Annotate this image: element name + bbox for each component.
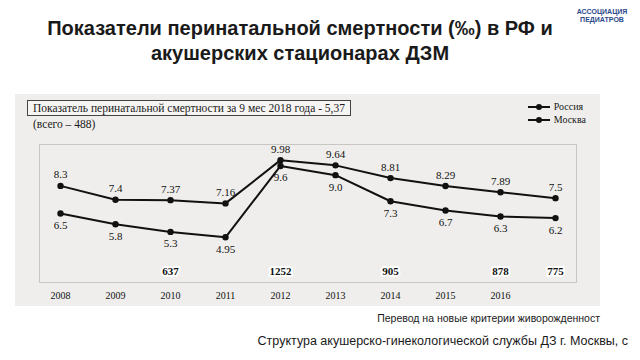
html-text:АССОЦИАЦИЯ ПЕДИАТРОВ: АССОЦИАЦИЯ ПЕДИАТРОВ — [576, 8, 628, 23]
svg-text:2015: 2015 — [436, 290, 456, 301]
svg-text:2016: 2016 — [491, 290, 511, 301]
svg-text:2009: 2009 — [106, 290, 126, 301]
svg-text:7.3: 7.3 — [384, 207, 398, 219]
svg-text:2008: 2008 — [51, 290, 71, 301]
svg-text:6.5: 6.5 — [54, 219, 68, 231]
svg-text:637: 637 — [162, 265, 179, 277]
svg-text:775: 775 — [547, 265, 564, 277]
svg-text:7.4: 7.4 — [109, 182, 123, 194]
svg-text:5.8: 5.8 — [109, 230, 123, 242]
html-text:Россия: Россия — [553, 101, 584, 112]
svg-text:878: 878 — [492, 265, 509, 277]
svg-text:2011: 2011 — [216, 290, 236, 301]
svg-text:6.3: 6.3 — [494, 222, 508, 234]
html-text:(всего – 488): (всего – 488) — [33, 118, 96, 130]
svg-text:2012: 2012 — [271, 290, 291, 301]
svg-text:5.3: 5.3 — [164, 237, 178, 249]
html-text:Москва: Москва — [553, 114, 586, 125]
svg-text:8.3: 8.3 — [54, 168, 68, 180]
svg-text:2010: 2010 — [161, 290, 181, 301]
html-text:Структура акушерско-гинекологи: Структура акушерско-гинекологической слу… — [257, 334, 628, 348]
svg-text:9.0: 9.0 — [329, 181, 343, 193]
svg-text:6.7: 6.7 — [439, 216, 453, 228]
svg-text:9.6: 9.6 — [274, 171, 288, 183]
svg-text:8.29: 8.29 — [436, 169, 456, 181]
svg-text:2013: 2013 — [326, 290, 346, 301]
svg-text:8.81: 8.81 — [381, 161, 400, 173]
svg-text:9.64: 9.64 — [326, 148, 346, 160]
svg-text:7.5: 7.5 — [549, 181, 563, 193]
svg-text:9.98: 9.98 — [271, 143, 291, 155]
html-text:Показатели перинатальной смерт: Показатели перинатальной смертности (‰) … — [47, 17, 553, 64]
html-text:Перевод на новые критерии живо: Перевод на новые критерии живорожденност — [377, 312, 600, 324]
svg-text:7.89: 7.89 — [491, 175, 511, 187]
svg-text:7.37: 7.37 — [161, 183, 181, 195]
svg-text:2014: 2014 — [381, 290, 401, 301]
svg-text:905: 905 — [382, 265, 399, 277]
svg-text:4.95: 4.95 — [216, 243, 236, 255]
html-text:Показатель перинатальной смерт: Показатель перинатальной смертности за 9… — [33, 102, 345, 114]
svg-text:6.2: 6.2 — [549, 224, 563, 236]
svg-text:1252: 1252 — [270, 265, 293, 277]
svg-text:7.16: 7.16 — [216, 186, 236, 198]
